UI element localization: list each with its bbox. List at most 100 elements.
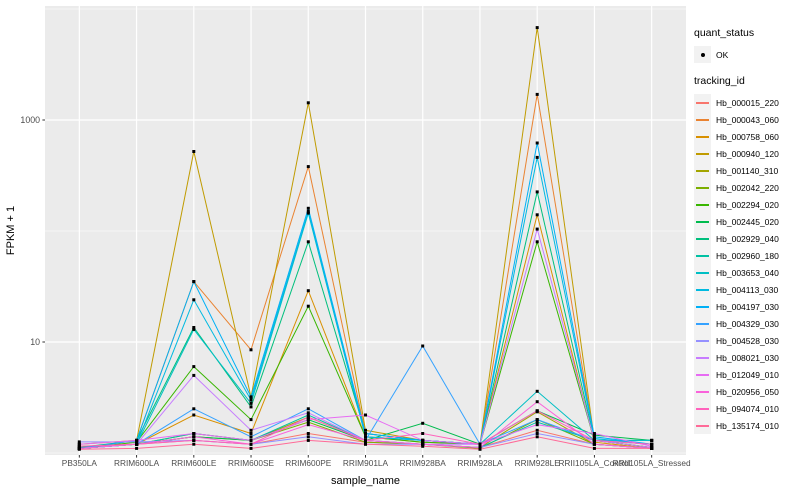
- data-point: [192, 435, 196, 439]
- data-point: [192, 373, 196, 377]
- legend-label: Hb_003653_040: [716, 267, 779, 278]
- x-axis-title: sample_name: [331, 475, 400, 487]
- data-point: [535, 26, 539, 30]
- data-point: [535, 428, 539, 432]
- data-point: [192, 280, 196, 284]
- y-axis-title: FPKM + 1: [5, 206, 17, 255]
- legend-label: Hb_001140_310: [716, 165, 779, 176]
- series-color-swatch: [696, 340, 709, 342]
- data-point: [535, 240, 539, 244]
- series-color-swatch: [696, 323, 709, 325]
- legend-title-tracking-id: tracking_id: [694, 75, 745, 87]
- data-point: [592, 437, 596, 440]
- data-point: [592, 440, 596, 444]
- data-point: [192, 150, 196, 153]
- data-point: [535, 435, 539, 439]
- legend-label: Hb_000015_220: [716, 97, 779, 108]
- line-key: [694, 196, 711, 213]
- data-point: [421, 432, 425, 435]
- data-point: [77, 440, 81, 444]
- data-point: [306, 206, 310, 210]
- data-point: [192, 327, 196, 331]
- data-point: [192, 326, 196, 329]
- series-color-swatch: [696, 357, 709, 359]
- line-key: [694, 247, 711, 264]
- data-point: [364, 442, 367, 446]
- series-color-swatch: [696, 170, 709, 172]
- legend-item-Hb_002042_220: Hb_002042_220: [694, 179, 800, 196]
- y-tick-label: 10: [30, 337, 40, 347]
- x-tick-label-PB350LA: PB350LA: [62, 458, 98, 468]
- x-tick-label-RRIM600PE: RRIM600PE: [285, 458, 332, 468]
- data-point: [592, 442, 596, 446]
- legend-label: Hb_002960_180: [716, 250, 779, 261]
- data-point: [77, 447, 81, 451]
- data-point: [364, 435, 367, 439]
- series-color-swatch: [696, 119, 709, 121]
- legend-item-Hb_001140_310: Hb_001140_310: [694, 162, 800, 179]
- data-point: [478, 446, 482, 449]
- legend-label: Hb_000043_060: [716, 114, 779, 125]
- data-point: [535, 141, 539, 145]
- data-point: [592, 433, 596, 437]
- data-point: [306, 432, 310, 435]
- data-point: [249, 435, 253, 439]
- line-key: [694, 128, 711, 145]
- legend-item-Hb_000015_220: Hb_000015_220: [694, 94, 800, 111]
- data-point: [592, 432, 596, 435]
- data-point: [306, 165, 310, 169]
- line-key: [694, 111, 711, 128]
- series-color-swatch: [696, 102, 709, 104]
- series-color-swatch: [696, 289, 709, 291]
- x-tick-label-RRIM901LA: RRIM901LA: [343, 458, 389, 468]
- data-point: [421, 438, 425, 442]
- line-key: [694, 213, 711, 230]
- data-point: [421, 344, 425, 348]
- data-point: [192, 365, 196, 369]
- legend-item-Hb_002294_020: Hb_002294_020: [694, 196, 800, 213]
- legend-item-Hb_002445_020: Hb_002445_020: [694, 213, 800, 230]
- legend-item-Hb_002929_040: Hb_002929_040: [694, 230, 800, 247]
- legend-item-Hb_000043_060: Hb_000043_060: [694, 111, 800, 128]
- legend-label: Hb_004197_030: [716, 301, 779, 312]
- data-point: [421, 440, 425, 444]
- series-color-swatch: [696, 425, 709, 427]
- data-point: [535, 227, 539, 231]
- x-tick-label-RRIM600LE: RRIM600LE: [171, 458, 217, 468]
- data-point: [192, 407, 196, 411]
- data-point: [535, 389, 539, 393]
- data-point: [650, 438, 654, 442]
- legend-item-Hb_002960_180: Hb_002960_180: [694, 247, 800, 264]
- data-point: [535, 213, 539, 217]
- legend-label: Hb_004528_030: [716, 335, 779, 346]
- y-tick-label: 1000: [20, 115, 40, 125]
- data-point: [249, 405, 253, 409]
- data-point: [249, 438, 253, 442]
- data-point: [306, 413, 310, 417]
- x-tick-label-RRII105LA_Control: RRII105LA_Control: [558, 458, 630, 468]
- series-color-swatch: [696, 187, 709, 189]
- line-key: [694, 94, 711, 111]
- data-point: [478, 442, 482, 446]
- line-key: [694, 264, 711, 281]
- data-point: [421, 442, 425, 446]
- legend-label: Hb_002445_020: [716, 216, 779, 227]
- line-key: [694, 400, 711, 417]
- point-key: [694, 46, 711, 63]
- data-point: [192, 442, 196, 446]
- data-point: [306, 411, 310, 415]
- legend-label: Hb_094074_010: [716, 403, 779, 414]
- series-color-swatch: [696, 391, 709, 393]
- data-point: [535, 409, 539, 413]
- legend-item-Hb_135174_010: Hb_135174_010: [694, 417, 800, 434]
- tracking-id-legend-list: Hb_000015_220 Hb_000043_060 Hb_000758_060 H…: [694, 94, 800, 434]
- legend-label: Hb_002294_020: [716, 199, 779, 210]
- legend-label: Hb_012049_010: [716, 369, 779, 380]
- legend-item-Hb_008021_030: Hb_008021_030: [694, 349, 800, 366]
- data-point: [249, 398, 253, 402]
- x-tick-label-RRIM600SE: RRIM600SE: [228, 458, 275, 468]
- data-point: [364, 413, 367, 417]
- data-point: [306, 415, 310, 419]
- line-key: [694, 162, 711, 179]
